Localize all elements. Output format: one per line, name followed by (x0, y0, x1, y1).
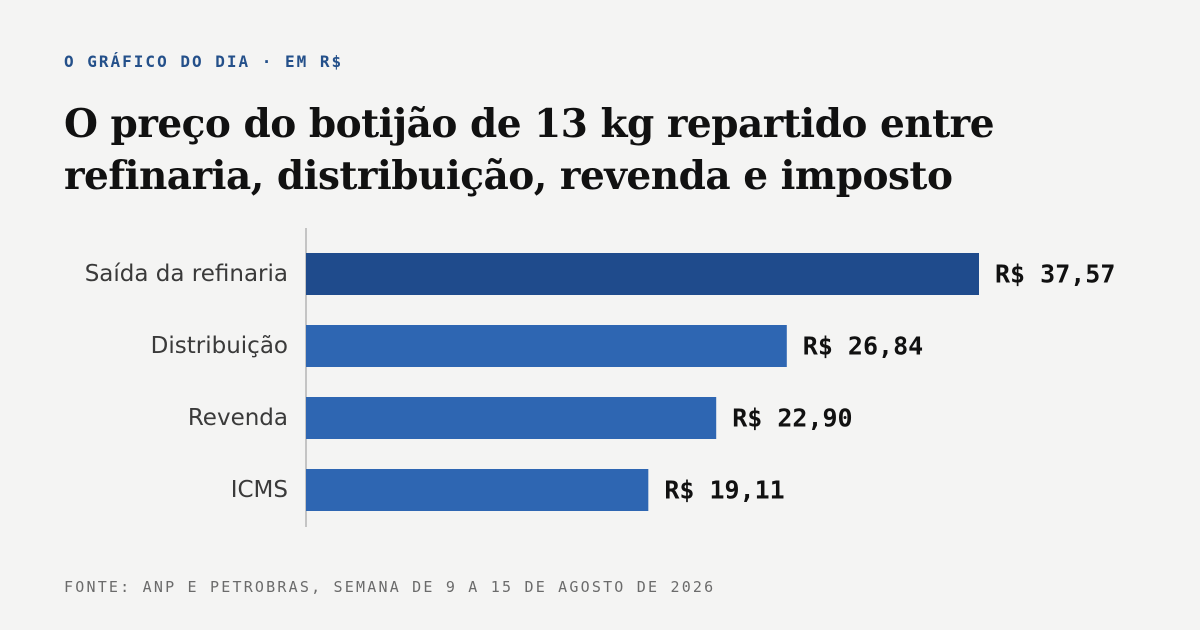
category-label: ICMS (231, 477, 288, 503)
chart-title: O preço do botijão de 13 kg repartido en… (64, 101, 995, 199)
bar (306, 325, 787, 367)
value-label: R$ 19,11 (664, 476, 784, 505)
value-label: R$ 37,57 (995, 260, 1115, 289)
bar (306, 469, 649, 511)
value-label: R$ 26,84 (803, 332, 923, 361)
bar (306, 397, 717, 439)
category-label: Saída da refinaria (85, 261, 288, 287)
category-label: Distribuição (151, 333, 288, 359)
chart-kicker: O GRÁFICO DO DIA · EM R$ (64, 52, 344, 71)
value-label: R$ 22,90 (732, 404, 852, 433)
category-label: Revenda (188, 405, 288, 431)
bar (306, 253, 979, 295)
source-note: FONTE: ANP E PETROBRAS, SEMANA DE 9 A 15… (64, 578, 716, 596)
